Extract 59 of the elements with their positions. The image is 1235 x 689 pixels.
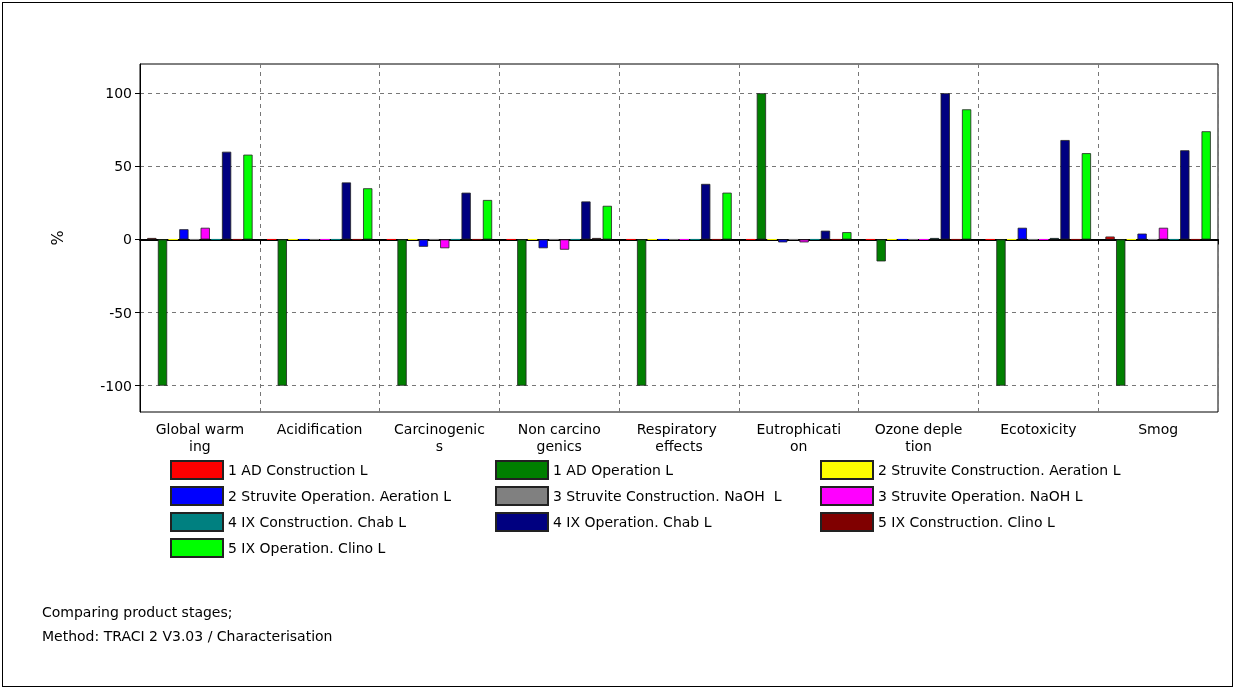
y-tick-label: -100 [100,377,132,394]
bar [461,192,471,240]
text: Method: TRACI 2 V3.03 / Characterisation [42,628,333,644]
bar [418,239,429,247]
bar [701,183,711,240]
bar [961,109,972,240]
bar [799,239,809,243]
legend-label: 2 Struvite Operation. Aeration L [228,488,452,504]
y-tick-label: 0 [123,231,132,248]
legend-label: 3 Struvite Construction. NaOH L [553,488,782,504]
bar [778,239,788,243]
bar [440,239,450,249]
bar [1180,150,1190,240]
legend-label: 2 Struvite Construction. Aeration L [878,462,1121,478]
bar [341,182,352,240]
bar [820,230,831,240]
bar [756,93,767,240]
x-tick-label: Ecotoxicity [1000,420,1077,437]
bar [636,239,647,386]
x-tick-label: Non carcinogenics [517,420,601,454]
x-tick-label: Eutrophication [756,420,842,454]
text: Comparing product stages; [42,604,233,620]
bar [996,239,1006,386]
legend-label: 1 AD Construction L [228,462,368,478]
bar [1081,153,1092,240]
y-tick-label: 50 [114,158,132,175]
bar [221,151,232,240]
bar [876,239,886,262]
bar [1201,131,1211,240]
bar [517,239,527,386]
bar [1137,233,1147,240]
bar [1017,227,1027,240]
x-tick-label: Respiratory effects [636,420,722,454]
bar [277,239,287,386]
x-tick-label: Acidification [276,420,363,437]
bar [243,154,253,240]
bar [200,227,210,240]
x-tick-label: Ozone depletion [874,420,963,454]
bar [538,239,548,249]
y-tick-label: 100 [105,85,132,102]
legend-label: 4 IX Construction. Chab L [228,514,407,530]
y-tick-label: -50 [109,304,132,321]
legend-label: 3 Struvite Operation. NaOH L [878,488,1083,504]
bar [722,192,732,240]
legend-label: 5 IX Operation. Clino L [228,540,386,556]
bar [397,239,407,386]
bar [179,229,189,240]
legend-label: 4 IX Operation. Chab L [553,514,712,530]
bar [363,188,373,240]
bar [1158,227,1169,240]
x-tick-label: Smog [1138,420,1179,437]
bar [842,232,852,240]
legend-label: 1 AD Operation L [553,462,674,478]
bar [559,239,570,250]
x-tick-label: Global warming [155,420,245,454]
x-tick-label: Carcinogenics [394,420,485,454]
legend-label: 5 IX Construction. Clino L [878,514,1056,530]
y-axis-title: % [47,230,67,246]
bar [482,199,493,240]
